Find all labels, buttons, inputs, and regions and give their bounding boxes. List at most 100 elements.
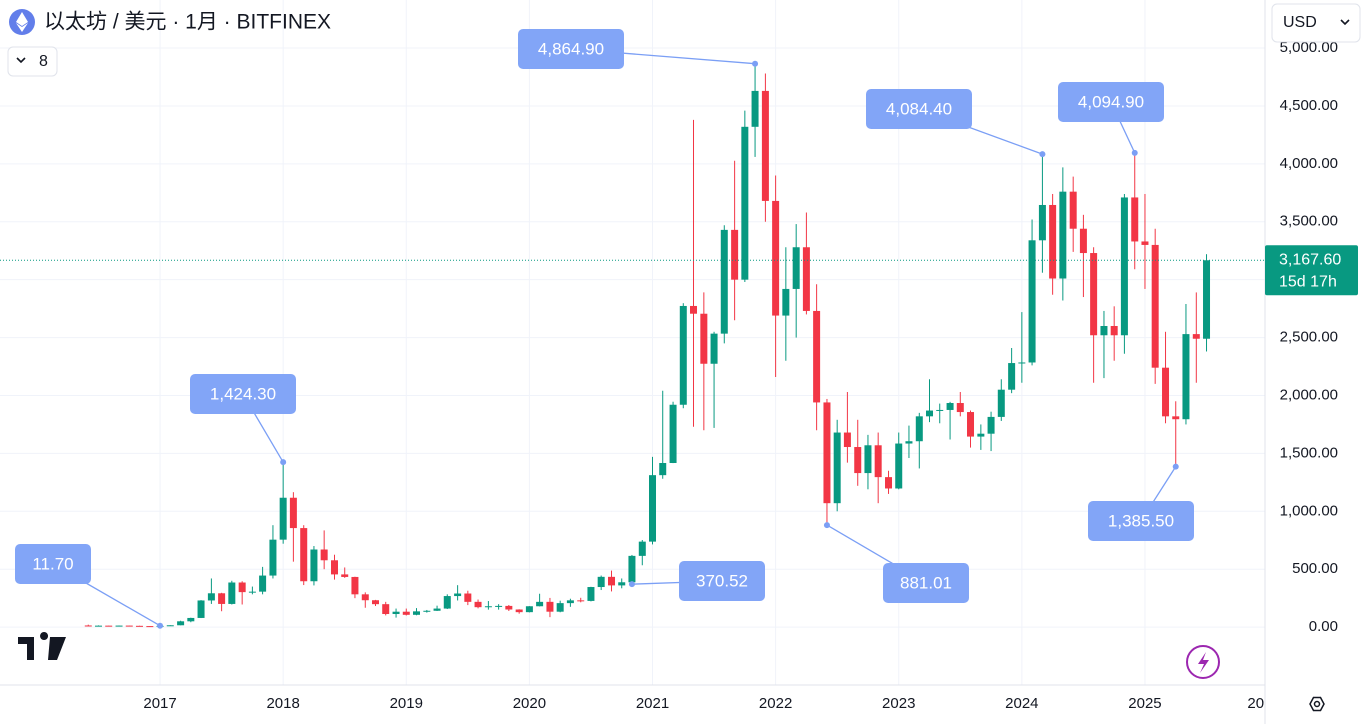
candle-body xyxy=(1162,367,1170,417)
annotation-point xyxy=(752,60,759,67)
candle-body xyxy=(1008,363,1016,390)
candle-body xyxy=(1172,416,1180,420)
candle-body xyxy=(125,625,133,627)
chevron xyxy=(16,57,26,64)
annotation-point xyxy=(1172,463,1179,470)
candle-body xyxy=(289,497,297,529)
alert-icon xyxy=(1198,652,1209,673)
candle-body xyxy=(135,625,143,627)
x-tick-label: 2022 xyxy=(759,695,792,712)
candle-body xyxy=(495,605,503,607)
indicator-toggle-box[interactable] xyxy=(7,46,58,77)
candle-body xyxy=(402,611,410,615)
chart-title: 以太坊 / 美元 · 1月 · BITFINEX xyxy=(44,11,331,34)
candle-body xyxy=(197,600,205,618)
annotation-label: 1,424.30 xyxy=(210,384,276,403)
candle-body xyxy=(823,402,831,504)
candle-body xyxy=(700,313,708,364)
candle-body xyxy=(1079,228,1087,254)
currency-box[interactable] xyxy=(1271,3,1361,43)
candle-body xyxy=(782,288,790,316)
candle-body xyxy=(710,333,718,364)
candle-body xyxy=(1049,204,1057,279)
annotation-label: 1,385.50 xyxy=(1108,511,1174,530)
candle-body xyxy=(1018,362,1026,364)
annotation-label: 881.01 xyxy=(900,573,952,592)
candle-body xyxy=(484,606,492,608)
candle-body xyxy=(926,410,934,417)
annotation-label: 11.70 xyxy=(32,554,73,573)
candle-body xyxy=(187,617,195,622)
candle-body xyxy=(94,625,102,627)
candle-body xyxy=(608,576,616,586)
candle-body xyxy=(669,404,677,463)
candle-body xyxy=(238,582,246,593)
candle-body xyxy=(1100,325,1108,336)
annotation-bubble: 1,385.50 xyxy=(1088,501,1194,541)
candle-body xyxy=(392,611,400,615)
y-tick-label: 2,000.00 xyxy=(1280,386,1338,403)
candle-body xyxy=(751,90,759,127)
candle-body xyxy=(597,576,605,588)
candle-body xyxy=(536,601,544,607)
candle-body xyxy=(946,403,954,410)
y-tick-label: 2,500.00 xyxy=(1280,329,1338,346)
candle-body xyxy=(659,462,667,476)
candle-body xyxy=(679,305,687,405)
candle-body xyxy=(1141,241,1149,245)
annotation-bubble: 370.52 xyxy=(679,561,765,601)
candle-body xyxy=(833,432,841,504)
annotation-bubble: 4,864.90 xyxy=(518,29,624,69)
candle-body xyxy=(618,582,626,586)
annotation-box xyxy=(1058,82,1164,122)
grid xyxy=(0,0,1265,685)
y-tick-label: 500.00 xyxy=(1292,560,1338,577)
indicator-count[interactable]: 8 xyxy=(39,53,48,70)
candle-body xyxy=(977,433,985,437)
candle-body xyxy=(1090,253,1098,336)
candle-body xyxy=(505,605,513,610)
candle-body xyxy=(474,601,482,608)
candle-body xyxy=(84,625,92,627)
annotation-box xyxy=(190,374,296,414)
candle-body xyxy=(423,610,431,612)
currency-button[interactable]: USD xyxy=(1271,3,1361,43)
annotation-point xyxy=(628,581,635,588)
candle-body xyxy=(967,412,975,437)
candle-body xyxy=(443,596,451,609)
indicator-toggle[interactable]: 8 xyxy=(7,46,58,77)
candle-body xyxy=(936,409,944,411)
y-tick-label: 1,000.00 xyxy=(1280,502,1338,519)
candle-body xyxy=(772,200,780,316)
countdown: 15d 17h xyxy=(1279,273,1337,290)
candle-body xyxy=(720,229,728,334)
candle-body xyxy=(587,587,595,601)
last-price-box xyxy=(1265,245,1358,296)
annotation-point xyxy=(1039,151,1046,158)
candle-body xyxy=(371,600,379,605)
candle-body xyxy=(741,126,749,280)
candle-body xyxy=(638,541,646,556)
settings-button[interactable] xyxy=(1309,696,1325,712)
annotation-label: 4,084.40 xyxy=(886,99,952,118)
annotation-bubble: 1,424.30 xyxy=(190,374,296,414)
candle-body xyxy=(895,443,903,489)
candle-body xyxy=(105,625,113,627)
settings-icon xyxy=(1313,700,1321,708)
candle-body xyxy=(843,432,851,448)
annotation-box xyxy=(518,29,624,69)
candle-body xyxy=(905,441,913,444)
currency[interactable]: USD xyxy=(1283,14,1317,31)
candle-body xyxy=(885,477,893,489)
candle-body xyxy=(566,600,574,604)
candle-body xyxy=(577,600,585,602)
x-tick-label: 2024 xyxy=(1005,695,1038,712)
candle-body xyxy=(1182,334,1190,420)
candle-body xyxy=(556,603,564,612)
candle-body xyxy=(649,475,657,542)
candle-body xyxy=(1120,197,1128,336)
last-price-label: 3,167.60 xyxy=(1279,251,1341,268)
candle-body xyxy=(1203,260,1211,339)
candle-body xyxy=(1069,191,1077,229)
